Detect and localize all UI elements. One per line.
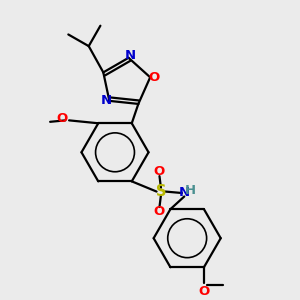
Text: H: H (185, 184, 196, 197)
Text: O: O (148, 71, 159, 84)
Text: O: O (56, 112, 68, 125)
Text: O: O (198, 285, 210, 298)
Text: N: N (124, 49, 136, 62)
Text: S: S (156, 184, 166, 199)
Text: N: N (179, 186, 190, 199)
Text: O: O (154, 206, 165, 218)
Text: O: O (154, 165, 165, 178)
Text: N: N (100, 94, 111, 107)
